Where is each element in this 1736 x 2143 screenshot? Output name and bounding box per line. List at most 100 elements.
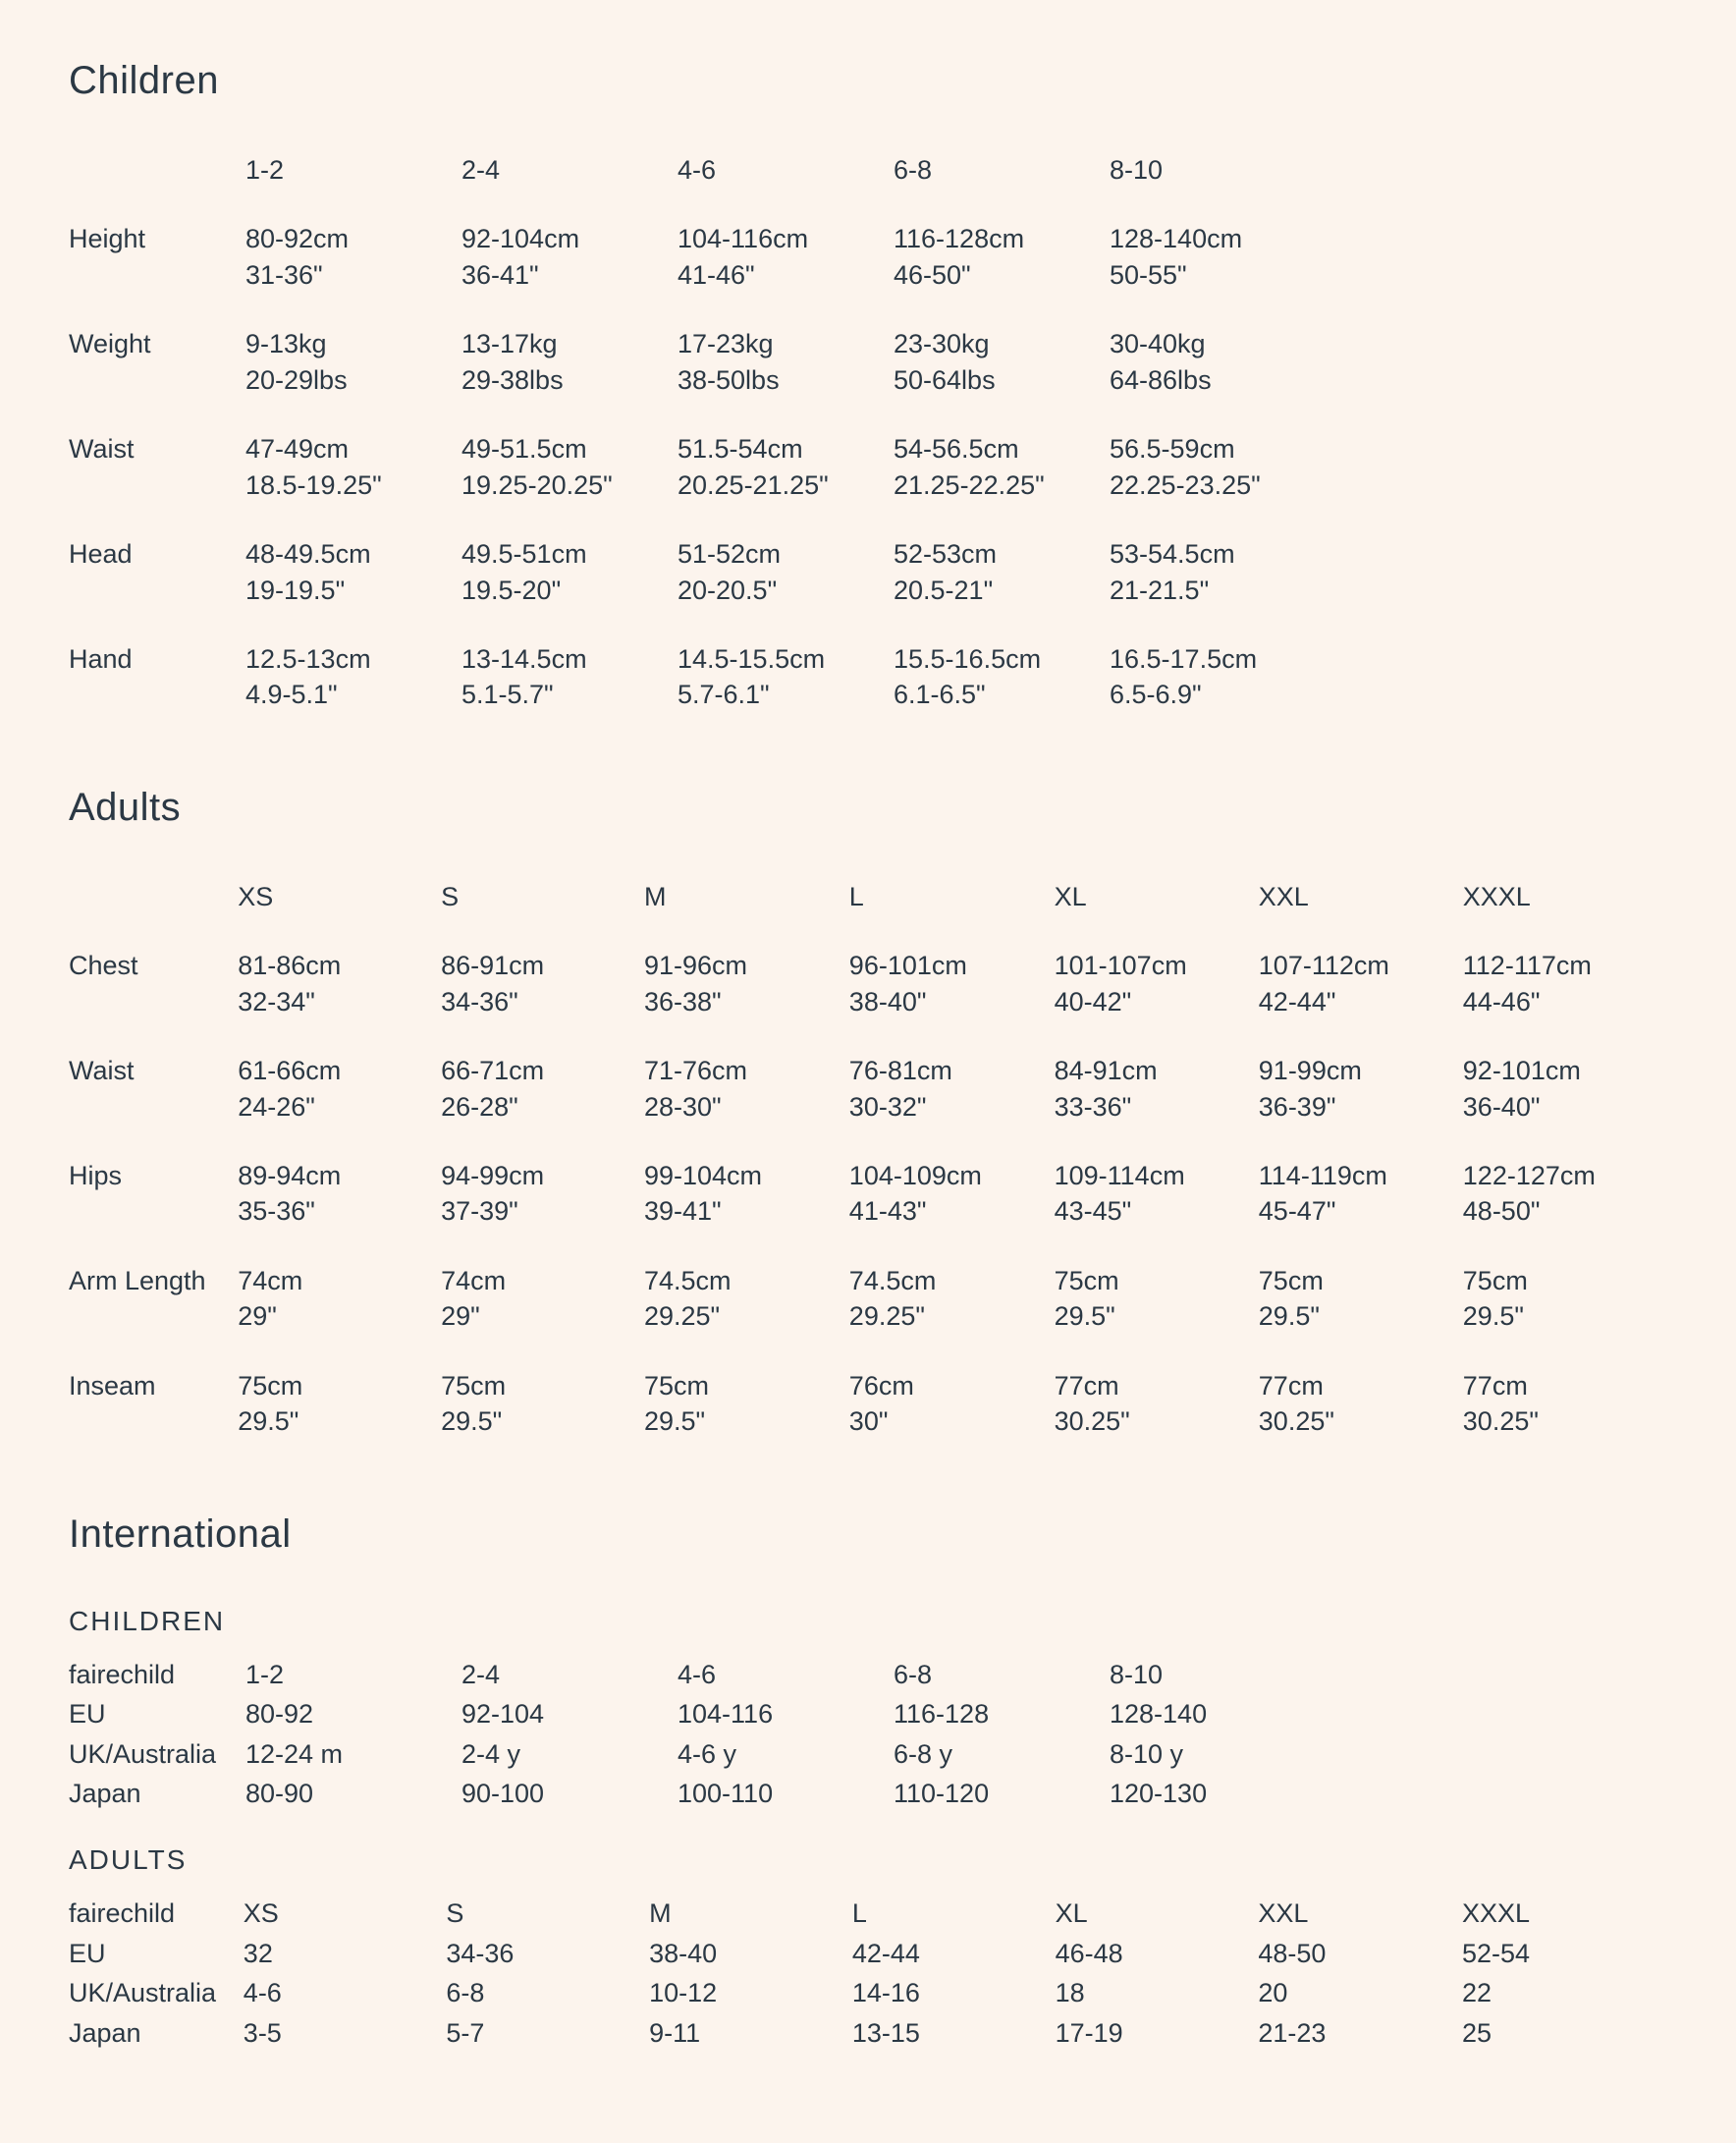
measurement-metric: 51-52cm <box>678 536 894 572</box>
row-label: Head <box>69 536 245 641</box>
row-label: EU <box>69 1696 245 1735</box>
conversion-cell: XS <box>244 1896 447 1935</box>
measurement-cell: 99-104cm39-41" <box>644 1158 849 1263</box>
conversion-cell: XXL <box>1258 1896 1462 1935</box>
measurement-cell: 84-91cm33-36" <box>1055 1053 1259 1158</box>
measurement-imperial: 30-32" <box>849 1089 1055 1125</box>
conversion-cell: 110-120 <box>894 1776 1110 1815</box>
measurement-imperial: 26-28" <box>441 1089 644 1125</box>
conversion-cell: 14-16 <box>852 1975 1056 2014</box>
conversion-cell: M <box>649 1896 852 1935</box>
conversion-cell: 13-15 <box>852 2015 1056 2055</box>
measurement-imperial: 4.9-5.1" <box>245 677 461 712</box>
conversion-cell: 12-24 m <box>245 1736 461 1776</box>
conversion-cell: 21-23 <box>1258 2015 1462 2055</box>
conversion-cell: 1-2 <box>245 1657 461 1696</box>
measurement-cell: 14.5-15.5cm5.7-6.1" <box>678 641 894 746</box>
measurement-metric: 52-53cm <box>894 536 1110 572</box>
measurement-imperial: 29.25" <box>849 1298 1055 1334</box>
conversion-cell: 22 <box>1462 1975 1667 2014</box>
measurement-metric: 54-56.5cm <box>894 431 1110 467</box>
measurement-cell: 76cm30" <box>849 1368 1055 1473</box>
table-row: UK/Australia4-66-810-1214-16182022 <box>69 1975 1667 2014</box>
measurement-cell: 122-127cm48-50" <box>1463 1158 1667 1263</box>
measurement-metric: 99-104cm <box>644 1158 849 1193</box>
measurement-metric: 61-66cm <box>238 1053 441 1088</box>
children-size: 8-10 <box>1110 152 1326 221</box>
measurement-imperial: 48-50" <box>1463 1193 1667 1229</box>
measurement-cell: 104-116cm41-46" <box>678 221 894 326</box>
measurement-metric: 56.5-59cm <box>1110 431 1326 467</box>
international-children-table: fairechild1-22-44-66-88-10EU80-9292-1041… <box>69 1657 1326 1816</box>
measurement-imperial: 46-50" <box>894 257 1110 293</box>
table-row: Hand12.5-13cm4.9-5.1"13-14.5cm5.1-5.7"14… <box>69 641 1326 746</box>
measurement-imperial: 19.25-20.25" <box>461 467 678 503</box>
conversion-cell: 4-6 <box>678 1657 894 1696</box>
measurement-imperial: 45-47" <box>1259 1193 1463 1229</box>
measurement-cell: 114-119cm45-47" <box>1259 1158 1463 1263</box>
conversion-cell: 128-140 <box>1110 1696 1326 1735</box>
row-label: Height <box>69 221 245 326</box>
international-adults-table: fairechildXSSMLXLXXLXXXLEU3234-3638-4042… <box>69 1896 1667 2055</box>
row-label: UK/Australia <box>69 1736 245 1776</box>
measurement-metric: 84-91cm <box>1055 1053 1259 1088</box>
row-label: Japan <box>69 2015 244 2055</box>
measurement-metric: 91-96cm <box>644 948 849 983</box>
measurement-cell: 107-112cm42-44" <box>1259 948 1463 1053</box>
conversion-cell: 48-50 <box>1258 1936 1462 1975</box>
measurement-cell: 96-101cm38-40" <box>849 948 1055 1053</box>
row-label: Chest <box>69 948 238 1053</box>
measurement-cell: 116-128cm46-50" <box>894 221 1110 326</box>
size-chart-page: Children 1-2 2-4 4-6 6-8 8-10 Height80-9… <box>0 0 1736 2143</box>
measurement-metric: 75cm <box>441 1368 644 1403</box>
measurement-cell: 77cm30.25" <box>1259 1368 1463 1473</box>
measurement-metric: 9-13kg <box>245 326 461 361</box>
conversion-cell: 42-44 <box>852 1936 1056 1975</box>
measurement-metric: 53-54.5cm <box>1110 536 1326 572</box>
measurement-imperial: 29.5" <box>1259 1298 1463 1334</box>
measurement-imperial: 18.5-19.25" <box>245 467 461 503</box>
conversion-cell: 120-130 <box>1110 1776 1326 1815</box>
measurement-metric: 96-101cm <box>849 948 1055 983</box>
measurement-metric: 128-140cm <box>1110 221 1326 256</box>
measurement-imperial: 19.5-20" <box>461 573 678 608</box>
adults-size: S <box>441 879 644 948</box>
measurement-imperial: 20.25-21.25" <box>678 467 894 503</box>
measurement-metric: 23-30kg <box>894 326 1110 361</box>
measurement-imperial: 21.25-22.25" <box>894 467 1110 503</box>
measurement-cell: 77cm30.25" <box>1055 1368 1259 1473</box>
measurement-imperial: 36-39" <box>1259 1089 1463 1125</box>
measurement-imperial: 31-36" <box>245 257 461 293</box>
measurement-metric: 94-99cm <box>441 1158 644 1193</box>
measurement-cell: 109-114cm43-45" <box>1055 1158 1259 1263</box>
measurement-metric: 75cm <box>644 1368 849 1403</box>
measurement-cell: 71-76cm28-30" <box>644 1053 849 1158</box>
measurement-imperial: 35-36" <box>238 1193 441 1229</box>
measurement-metric: 81-86cm <box>238 948 441 983</box>
conversion-cell: 2-4 y <box>461 1736 678 1776</box>
measurement-imperial: 29.5" <box>644 1403 849 1439</box>
measurement-cell: 53-54.5cm21-21.5" <box>1110 536 1326 641</box>
children-size: 4-6 <box>678 152 894 221</box>
measurement-metric: 17-23kg <box>678 326 894 361</box>
measurement-imperial: 43-45" <box>1055 1193 1259 1229</box>
adults-size: M <box>644 879 849 948</box>
measurement-imperial: 41-46" <box>678 257 894 293</box>
measurement-metric: 91-99cm <box>1259 1053 1463 1088</box>
measurement-cell: 66-71cm26-28" <box>441 1053 644 1158</box>
row-label: Waist <box>69 1053 238 1158</box>
measurement-cell: 92-101cm36-40" <box>1463 1053 1667 1158</box>
measurement-metric: 13-14.5cm <box>461 641 678 677</box>
adults-size: L <box>849 879 1055 948</box>
measurement-cell: 128-140cm50-55" <box>1110 221 1326 326</box>
measurement-imperial: 28-30" <box>644 1089 849 1125</box>
table-row: Height80-92cm31-36"92-104cm36-41"104-116… <box>69 221 1326 326</box>
measurement-cell: 81-86cm32-34" <box>238 948 441 1053</box>
table-row: EU80-9292-104104-116116-128128-140 <box>69 1696 1326 1735</box>
measurement-imperial: 50-55" <box>1110 257 1326 293</box>
measurement-cell: 12.5-13cm4.9-5.1" <box>245 641 461 746</box>
adults-size: XXXL <box>1463 879 1667 948</box>
conversion-cell: 34-36 <box>446 1936 649 1975</box>
conversion-cell: 100-110 <box>678 1776 894 1815</box>
measurement-cell: 94-99cm37-39" <box>441 1158 644 1263</box>
